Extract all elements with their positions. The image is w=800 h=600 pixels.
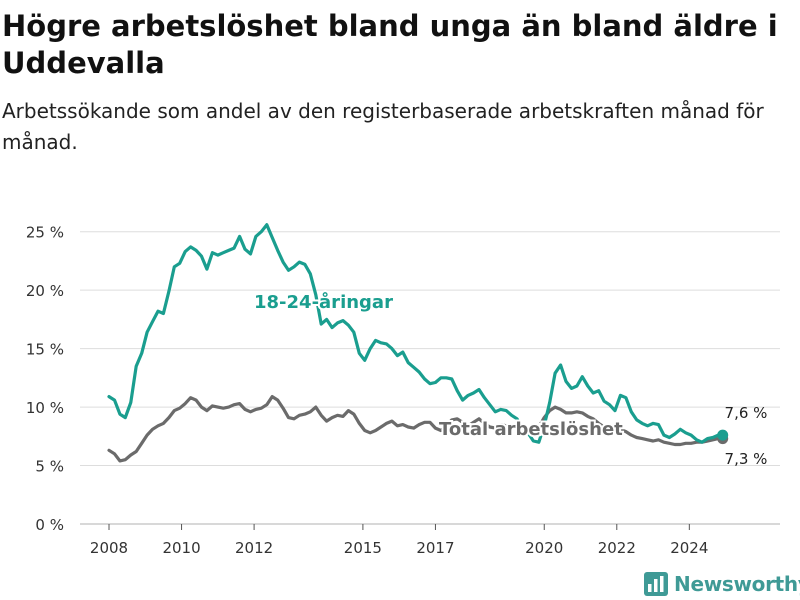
y-tick-label: 15 % <box>26 341 64 359</box>
x-tick-label: 2012 <box>235 539 273 557</box>
bar-chart-logo-icon <box>644 572 668 596</box>
end-label-total: 7,3 % <box>725 450 768 468</box>
brand-logo[interactable]: Newsworthy <box>644 570 800 598</box>
page-subtitle: Arbetssökande som andel av den registerb… <box>2 99 764 154</box>
y-tick-label: 10 % <box>26 399 64 417</box>
page-title: Högre arbetslöshet bland unga än bland ä… <box>2 9 778 80</box>
series-line-total <box>107 395 725 463</box>
x-tick-label: 2024 <box>670 539 708 557</box>
x-tick-label: 2010 <box>162 539 200 557</box>
end-point-youth <box>717 429 729 441</box>
x-tick-label: 2017 <box>416 539 454 557</box>
y-tick-label: 5 % <box>35 458 64 476</box>
y-tick-label: 25 % <box>26 224 64 242</box>
x-tick-label: 2008 <box>90 539 128 557</box>
x-tick-label: 2020 <box>525 539 563 557</box>
series-label-total: Total arbetslöshet <box>439 419 623 440</box>
y-tick-label: 20 % <box>26 282 64 300</box>
series-label-youth: 18-24-åringar <box>254 291 393 313</box>
x-tick-label: 2022 <box>598 539 636 557</box>
brand-name: Newsworthy <box>674 572 800 596</box>
series-line-youth <box>107 223 725 444</box>
end-label-youth: 7,6 % <box>725 404 768 422</box>
x-tick-label: 2015 <box>344 539 382 557</box>
y-tick-label: 0 % <box>35 516 64 534</box>
